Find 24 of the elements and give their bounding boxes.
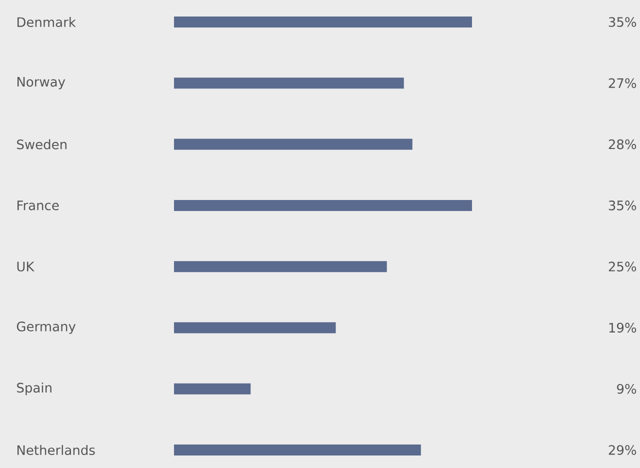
y-tick-label: Germany bbox=[16, 322, 76, 334]
data-label: 28% bbox=[608, 139, 636, 150]
bar bbox=[174, 261, 387, 272]
y-tick-label: Denmark bbox=[17, 16, 76, 28]
data-label: 27% bbox=[608, 78, 636, 88]
bar bbox=[174, 16, 472, 28]
data-label: 35% bbox=[608, 17, 636, 27]
y-tick-label: Netherlands bbox=[17, 444, 95, 456]
bar bbox=[174, 138, 412, 150]
y-tick-label: Norway bbox=[17, 77, 66, 90]
data-label: 9% bbox=[616, 384, 636, 394]
bar bbox=[174, 383, 251, 394]
y-tick-label: France bbox=[17, 200, 59, 210]
data-label: 19% bbox=[609, 322, 636, 333]
y-tick-label: Sweden bbox=[17, 139, 66, 150]
bar bbox=[174, 78, 404, 89]
data-label: 29% bbox=[608, 445, 636, 455]
data-label: 25% bbox=[608, 262, 636, 272]
bar bbox=[174, 444, 421, 456]
y-tick-label: Spain bbox=[17, 382, 52, 396]
data-label: 35% bbox=[608, 200, 636, 210]
bar bbox=[174, 322, 336, 334]
bar bbox=[174, 200, 472, 211]
y-tick-label: UK bbox=[17, 262, 35, 272]
